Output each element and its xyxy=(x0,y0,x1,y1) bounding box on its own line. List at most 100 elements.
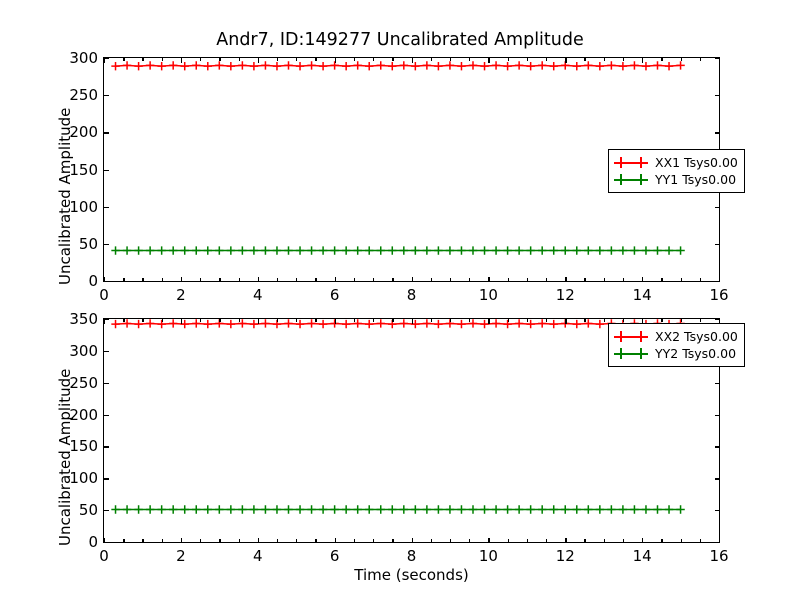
y-tick xyxy=(104,414,109,416)
x-tick xyxy=(257,276,260,281)
x-tick-label: 4 xyxy=(252,286,263,304)
series-xx2 xyxy=(111,319,685,329)
x-tick-label: 2 xyxy=(176,547,186,565)
y-tick xyxy=(104,169,109,171)
legend-entry-xx2: XX2 Tsys0.00 xyxy=(614,328,738,345)
x-minor-tick-top xyxy=(603,319,605,322)
x-minor-tick xyxy=(200,278,202,281)
x-tick-top xyxy=(334,58,336,63)
x-tick-label: 2 xyxy=(176,286,186,304)
x-minor-tick-top xyxy=(353,58,356,61)
x-tick xyxy=(488,276,490,281)
x-tick xyxy=(180,276,183,281)
legend-entry-yy2: YY2 Tsys0.00 xyxy=(614,345,738,362)
x-minor-tick-top xyxy=(219,58,221,61)
legend-marker-yy1 xyxy=(614,173,648,186)
x-minor-tick-top xyxy=(161,58,163,61)
x-tick-top xyxy=(565,58,567,63)
legend-marker-xx2 xyxy=(614,330,648,343)
y-tick-label: 100 xyxy=(69,197,98,216)
x-tick-top xyxy=(180,319,183,324)
x-tick-top xyxy=(488,58,490,63)
x-minor-tick-top xyxy=(526,58,529,61)
y-axis-label-top: Uncalibrated Amplitude xyxy=(56,107,74,285)
x-minor-tick-top xyxy=(200,319,202,322)
x-minor-tick xyxy=(315,278,317,281)
x-tick-label: 14 xyxy=(632,547,652,565)
x-minor-tick-top xyxy=(392,58,394,61)
x-tick-label: 8 xyxy=(406,286,417,304)
x-minor-tick xyxy=(219,278,221,281)
x-minor-tick-top xyxy=(200,58,202,61)
x-minor-tick-top xyxy=(161,319,163,322)
x-minor-tick-top xyxy=(546,58,548,61)
x-tick-label: 12 xyxy=(555,547,575,565)
x-minor-tick xyxy=(373,278,375,281)
x-minor-tick-top xyxy=(123,58,125,61)
x-minor-tick-top xyxy=(449,58,452,61)
x-tick-top xyxy=(719,319,721,324)
x-minor-tick xyxy=(123,539,125,542)
x-minor-tick-top xyxy=(469,58,471,61)
y-tick-right xyxy=(714,58,719,60)
x-minor-tick xyxy=(161,539,163,542)
y-tick-right xyxy=(714,319,719,321)
x-minor-tick-top xyxy=(123,319,125,322)
x-minor-tick xyxy=(373,539,375,542)
x-minor-tick xyxy=(584,278,586,281)
data-layer xyxy=(111,61,685,255)
y-tick xyxy=(104,510,109,512)
x-minor-tick-top xyxy=(142,319,144,322)
x-tick-label: 14 xyxy=(632,286,652,304)
x-tick-label: 12 xyxy=(555,286,575,304)
x-minor-tick xyxy=(276,539,279,542)
x-minor-tick-top xyxy=(276,58,279,61)
x-minor-tick xyxy=(315,539,317,542)
legend-top: XX1 Tsys0.00 YY1 Tsys0.00 xyxy=(608,149,745,193)
y-tick-label: 350 xyxy=(69,310,98,328)
x-minor-tick xyxy=(603,539,605,542)
y-tick-right xyxy=(714,243,719,246)
x-tick-top xyxy=(719,58,721,63)
x-minor-tick-top xyxy=(315,58,317,61)
x-minor-tick xyxy=(699,278,702,281)
x-minor-tick xyxy=(430,539,433,542)
y-tick xyxy=(104,132,109,134)
x-tick xyxy=(334,276,336,281)
x-minor-tick xyxy=(680,539,682,542)
y-tick xyxy=(104,478,109,480)
x-tick xyxy=(104,537,106,542)
y-tick-label: 250 xyxy=(69,86,98,105)
x-tick-label: 16 xyxy=(709,547,729,565)
x-minor-tick-top xyxy=(699,319,702,322)
x-tick xyxy=(104,276,106,281)
y-tick-right xyxy=(714,382,719,384)
y-tick xyxy=(104,58,109,60)
x-tick xyxy=(642,276,644,281)
x-tick-label: 4 xyxy=(252,547,263,565)
y-axis-label-bottom: Uncalibrated Amplitude xyxy=(56,368,74,546)
x-minor-tick xyxy=(392,539,394,542)
legend-label-xx2: XX2 Tsys0.00 xyxy=(655,329,738,344)
x-tick-top xyxy=(180,58,183,63)
y-tick-label: 300 xyxy=(69,49,98,67)
y-tick xyxy=(104,319,109,321)
y-tick xyxy=(104,243,109,246)
y-tick-right xyxy=(714,281,719,283)
x-tick-top xyxy=(411,58,413,63)
x-minor-tick-top xyxy=(622,58,625,61)
legend-marker-yy2 xyxy=(614,347,648,360)
chart-title: Andr7, ID:149277 Uncalibrated Amplitude xyxy=(216,30,584,50)
y-tick xyxy=(104,446,109,448)
y-tick xyxy=(104,382,109,384)
x-minor-tick xyxy=(123,278,125,281)
x-tick-label: 8 xyxy=(406,547,417,565)
x-tick-top xyxy=(411,319,413,324)
plot-area-bottom xyxy=(104,319,719,542)
x-minor-tick xyxy=(392,278,394,281)
x-minor-tick xyxy=(680,278,682,281)
x-tick-top xyxy=(642,319,644,324)
x-minor-tick-top xyxy=(584,58,586,61)
series-yy1 xyxy=(111,246,685,255)
